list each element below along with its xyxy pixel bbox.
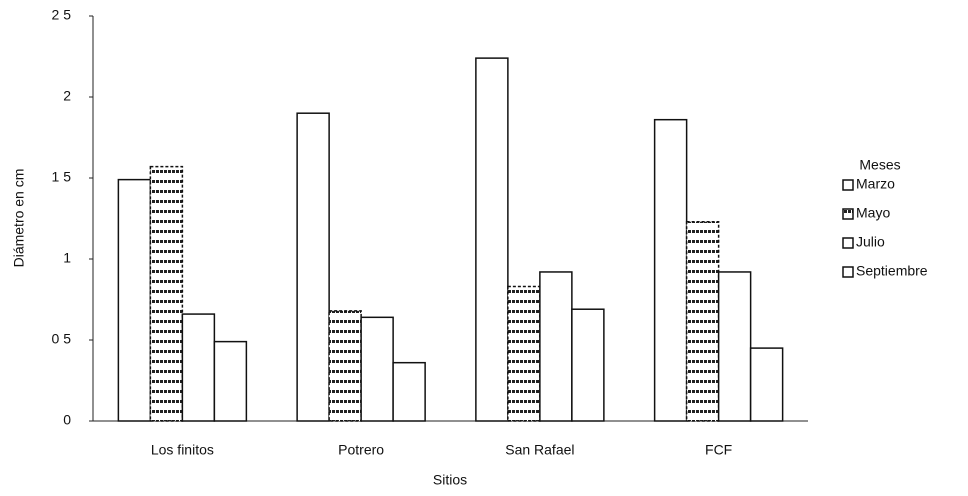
- bar: [507, 285, 541, 422]
- legend-label: Julio: [856, 234, 885, 250]
- legend-swatch: [842, 179, 854, 191]
- y-axis-title: Diámetro en cm: [11, 169, 27, 268]
- bar: [475, 57, 509, 422]
- bar: [685, 220, 720, 422]
- bar: [571, 308, 605, 422]
- legend-label: Marzo: [856, 176, 895, 192]
- x-tick-label: FCF: [705, 442, 732, 458]
- y-tick-label: 1: [63, 250, 71, 266]
- legend-swatch: [842, 208, 854, 220]
- bar: [117, 178, 152, 422]
- legend-swatch: [842, 237, 854, 249]
- y-tick-label: 1 5: [52, 169, 72, 185]
- bar: [181, 313, 216, 422]
- legend-swatch: [842, 266, 854, 278]
- y-tick-label: 2 5: [52, 7, 72, 23]
- bar: [539, 271, 573, 422]
- bar: [392, 361, 426, 422]
- x-tick-label: Potrero: [338, 442, 384, 458]
- bar: [749, 347, 784, 422]
- x-tick-label: Los finitos: [151, 442, 214, 458]
- bar: [360, 316, 394, 422]
- x-tick-label: San Rafael: [505, 442, 574, 458]
- legend-label: Septiembre: [856, 263, 928, 279]
- bar: [717, 271, 752, 422]
- bar: [296, 112, 330, 422]
- y-tick-label: 2: [63, 88, 71, 104]
- bar: [213, 340, 248, 422]
- bar: [653, 118, 688, 422]
- legend-label: Mayo: [856, 205, 890, 221]
- y-tick-label: 0 5: [52, 331, 72, 347]
- y-tick-label: 0: [63, 412, 71, 428]
- bar: [149, 165, 184, 422]
- bar: [328, 310, 362, 422]
- legend-title: Meses: [859, 157, 900, 173]
- x-axis-title: Sitios: [433, 472, 467, 488]
